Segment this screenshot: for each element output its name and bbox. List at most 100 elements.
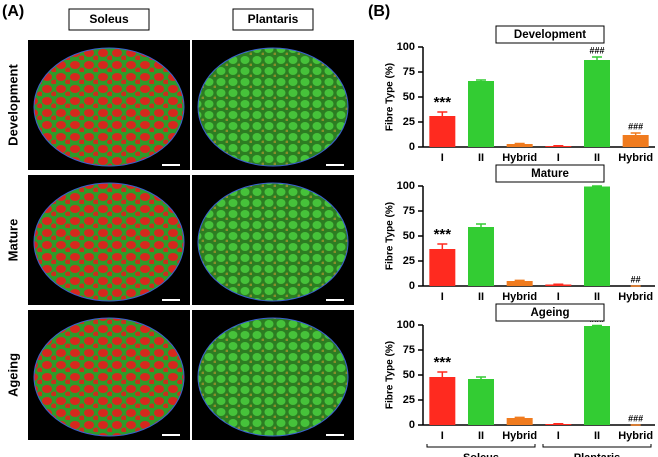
- y-tick-label: 25: [403, 116, 415, 128]
- tissue-section: [197, 182, 349, 302]
- y-axis-title: Fibre Type (%): [385, 341, 396, 409]
- y-tick-label: 75: [403, 205, 415, 217]
- row-label: Development: [5, 64, 20, 146]
- error-bar: [592, 185, 602, 187]
- y-tick-label: 100: [397, 319, 415, 331]
- tissue-section: [33, 317, 185, 437]
- bar: [506, 281, 533, 286]
- bar: [545, 424, 572, 425]
- chart-title: Ageing: [531, 307, 570, 319]
- group-label: Soleus: [463, 452, 499, 457]
- x-tick-label: Hybrid: [618, 152, 653, 164]
- x-tick-label: II: [594, 291, 600, 303]
- column-header-box: [232, 8, 314, 31]
- bar: [468, 81, 494, 147]
- significance-label: ***: [434, 354, 452, 371]
- significance-label: ###: [589, 45, 604, 55]
- column-header-box: [68, 8, 150, 31]
- significance-label: ***: [434, 226, 452, 243]
- y-axis-title: Fibre Type (%): [385, 202, 396, 270]
- x-tick-label: I: [557, 430, 560, 442]
- y-tick-label: 0: [409, 141, 415, 153]
- bar: [622, 135, 649, 147]
- y-axis-title: Fibre Type (%): [385, 63, 396, 131]
- chart-title: Development: [514, 29, 586, 41]
- error-bar: [592, 324, 602, 327]
- x-tick-label: II: [594, 152, 600, 164]
- y-tick-label: 25: [403, 394, 415, 406]
- group-label: Plantaris: [574, 452, 620, 457]
- x-tick-label: Hybrid: [618, 291, 653, 303]
- x-tick-label: Hybrid: [502, 291, 537, 303]
- x-tick-label: I: [441, 291, 444, 303]
- significance-label: ###: [628, 413, 643, 423]
- y-tick-label: 100: [397, 180, 415, 192]
- group-bracket: [542, 444, 652, 448]
- x-tick-label: I: [557, 152, 560, 164]
- bar: [584, 326, 610, 425]
- panel-label: (B): [368, 3, 390, 20]
- bar: [545, 284, 572, 286]
- bar: [468, 227, 494, 286]
- tissue-section: [33, 47, 185, 167]
- x-tick-label: II: [594, 430, 600, 442]
- group-bracket: [426, 444, 536, 448]
- y-tick-label: 0: [409, 419, 415, 431]
- tissue-section: [197, 317, 349, 437]
- error-bar: [476, 223, 486, 227]
- x-tick-label: Hybrid: [502, 430, 537, 442]
- y-tick-label: 25: [403, 255, 415, 267]
- error-bar: [514, 142, 525, 145]
- y-tick-label: 75: [403, 344, 415, 356]
- significance-label: ##: [631, 274, 641, 284]
- bar: [584, 186, 610, 286]
- y-tick-label: 50: [403, 230, 415, 242]
- chart-title-box: [495, 164, 605, 183]
- error-bar: [476, 376, 486, 379]
- bar: [545, 146, 572, 147]
- chart-title: Mature: [531, 168, 569, 180]
- x-tick-label: II: [478, 291, 484, 303]
- error-bar: [514, 279, 525, 282]
- bar: [468, 379, 494, 425]
- error-bar: [437, 111, 448, 116]
- y-tick-label: 50: [403, 91, 415, 103]
- x-tick-label: I: [441, 152, 444, 164]
- image-grid: Soleus Plantaris Development Mature Ageing: [5, 8, 354, 440]
- error-bar: [476, 79, 486, 81]
- tissue-section: [33, 182, 185, 302]
- bar: [429, 249, 456, 286]
- chart-title-box: [495, 25, 605, 44]
- x-tick-label: I: [557, 291, 560, 303]
- error-bar: [514, 416, 525, 419]
- bar: [506, 144, 533, 147]
- error-bar: [437, 371, 448, 377]
- bar: [429, 116, 456, 147]
- x-tick-label: Hybrid: [502, 152, 537, 164]
- panel-label: (A): [2, 3, 24, 20]
- column-header: Plantaris: [248, 12, 299, 26]
- x-tick-label: II: [478, 152, 484, 164]
- y-tick-label: 0: [409, 280, 415, 292]
- chart-title-box: [495, 303, 605, 322]
- column-header: Soleus: [89, 12, 129, 26]
- tissue-section: [197, 47, 349, 167]
- y-tick-label: 50: [403, 369, 415, 381]
- significance-label: ###: [628, 121, 643, 131]
- error-bar: [437, 243, 448, 249]
- significance-label: ***: [434, 94, 452, 111]
- x-tick-label: Hybrid: [618, 430, 653, 442]
- error-bar: [630, 132, 641, 135]
- x-tick-label: I: [441, 430, 444, 442]
- row-label: Mature: [5, 219, 20, 262]
- y-tick-label: 100: [397, 41, 415, 53]
- row-label: Ageing: [5, 353, 20, 397]
- bar: [429, 377, 456, 425]
- bar: [584, 60, 610, 147]
- bar: [506, 418, 533, 425]
- x-tick-label: II: [478, 430, 484, 442]
- y-tick-label: 75: [403, 66, 415, 78]
- error-bar: [592, 56, 602, 60]
